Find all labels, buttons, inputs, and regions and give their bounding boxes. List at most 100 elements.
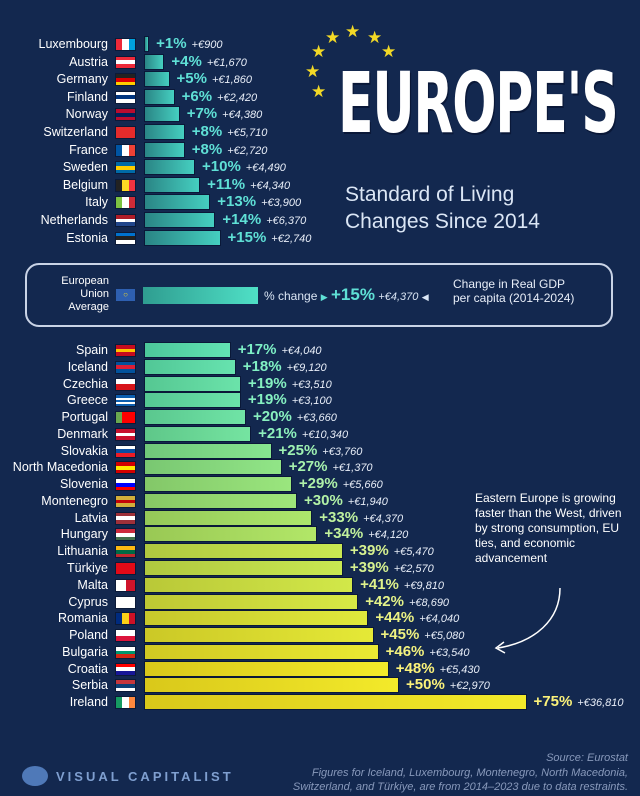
bar-row: Slovenia +29% +€5,660	[0, 475, 640, 493]
country-label: Lithuania	[57, 544, 108, 559]
country-label: Romania	[57, 611, 108, 626]
eur-label: +€4,380	[222, 109, 263, 122]
bar-row: Iceland +18% +€9,120	[0, 358, 640, 375]
bar	[144, 459, 282, 476]
flag-icon	[115, 427, 136, 441]
bar-row: Slovakia +25% +€3,760	[0, 442, 640, 459]
bar-row: North Macedonia +27% +€1,370	[0, 458, 640, 476]
bar-row: Greece +19% +€3,100	[0, 391, 640, 409]
pct-label: +33%	[319, 508, 359, 526]
bar	[144, 660, 389, 677]
bar-row: Montenegro +30% +€1,940	[0, 492, 640, 509]
country-label: Latvia	[74, 510, 108, 525]
bar	[144, 694, 527, 711]
pct-label: +5%	[176, 70, 207, 88]
bar	[144, 492, 297, 509]
bar-row: Austria +4% +€1,670	[0, 52, 640, 70]
pct-label: +4%	[171, 52, 202, 70]
eur-label: +€5,080	[424, 630, 465, 643]
eur-label: +€5,710	[227, 127, 268, 139]
flag-icon	[115, 178, 136, 192]
bar-row: Germany +5% +€1,860	[0, 70, 640, 88]
pct-label: +20%	[253, 408, 292, 426]
country-label: Estonia	[66, 230, 108, 245]
source: Source: Eurostat	[546, 752, 628, 764]
arrow-right-icon: ▶	[320, 292, 328, 302]
bar-row: Luxembourg +1% +€900	[0, 35, 640, 52]
flag-icon	[115, 612, 136, 626]
bar	[144, 88, 175, 105]
bar	[144, 176, 201, 193]
globe-icon	[22, 766, 48, 786]
brand-logo: VISUAL CAPITALIST	[22, 766, 234, 786]
bar	[144, 560, 343, 576]
bar-row: Serbia +50% +€2,970	[0, 676, 640, 694]
bar-row: Lithuania +39% +€5,470	[0, 542, 640, 560]
country-label: Greece	[67, 393, 108, 408]
bar	[144, 677, 399, 694]
flag-icon	[115, 545, 136, 559]
bar	[144, 229, 221, 246]
arrow-left-icon: ◀	[421, 292, 429, 302]
country-label: Luxembourg	[38, 37, 109, 51]
star-icon: ★	[311, 82, 327, 101]
eur-label: +€4,120	[368, 529, 409, 542]
eu-average-panel: European Union Average ○ % change ▶ +15%…	[25, 263, 613, 327]
star-icon: ★	[311, 42, 327, 61]
pct-label: +41%	[360, 575, 399, 593]
country-label: Türkiye	[67, 561, 108, 575]
country-label: Austria	[69, 54, 108, 69]
eur-label: +€4,340	[250, 179, 291, 192]
country-label: Cyprus	[68, 594, 108, 609]
bar-row: Romania +44% +€4,040	[0, 609, 640, 627]
country-label: Switzerland	[43, 125, 108, 139]
legend-line: Change in Real GDP	[453, 277, 566, 291]
eur-label: +€4,040	[281, 345, 322, 357]
country-label: Serbia	[71, 678, 108, 693]
pct-label: +11%	[207, 175, 246, 193]
pct-change-label: % change	[264, 289, 318, 303]
flag-icon	[115, 90, 136, 104]
bar	[144, 342, 231, 358]
flag-icon	[115, 108, 136, 122]
eur-label: +€5,660	[342, 479, 383, 492]
country-label: Denmark	[57, 426, 108, 441]
bar	[144, 543, 343, 560]
eur-label: +€3,760	[322, 445, 363, 458]
annotation-arrow-icon	[494, 587, 561, 654]
eur-label: +€3,100	[291, 395, 332, 408]
flag-icon	[115, 161, 136, 175]
eur-label: +€4,040	[419, 613, 460, 626]
eur-label: +€4,490	[245, 162, 286, 175]
flag-icon	[115, 143, 136, 157]
bar	[144, 36, 150, 52]
bar-row: Norway +7% +€4,380	[0, 105, 640, 123]
eur-label: +€9,120	[286, 361, 327, 374]
bar	[144, 106, 180, 123]
eur-label: +€2,570	[393, 563, 434, 575]
eu-average-bar	[143, 287, 258, 304]
bar	[144, 212, 216, 228]
country-label: Norway	[65, 107, 108, 122]
flag-icon	[115, 444, 136, 458]
bar	[144, 159, 195, 176]
bar-row: Ireland +75% +€36,810	[0, 693, 640, 711]
pct-label: +75%	[533, 693, 573, 711]
pct-label: +19%	[247, 374, 287, 392]
bar	[144, 409, 246, 426]
bar-row: Portugal +20% +€3,660	[0, 408, 640, 426]
country-label: Italy	[85, 195, 108, 210]
bar-row: Latvia +33% +€4,370	[0, 508, 640, 526]
eur-label: +€3,540	[429, 646, 470, 659]
eu-label: Union	[80, 288, 109, 300]
eur-label: +€9,810	[403, 579, 444, 592]
eu-eur: +€4,370	[378, 291, 419, 303]
eur-label: +€3,900	[261, 197, 302, 210]
country-label: Spain	[76, 343, 108, 357]
pct-label: +39%	[349, 559, 389, 576]
bar	[144, 476, 292, 493]
country-label: France	[69, 142, 108, 157]
flag-icon	[115, 595, 136, 609]
country-label: Croatia	[67, 661, 108, 676]
flag-icon	[115, 344, 136, 357]
